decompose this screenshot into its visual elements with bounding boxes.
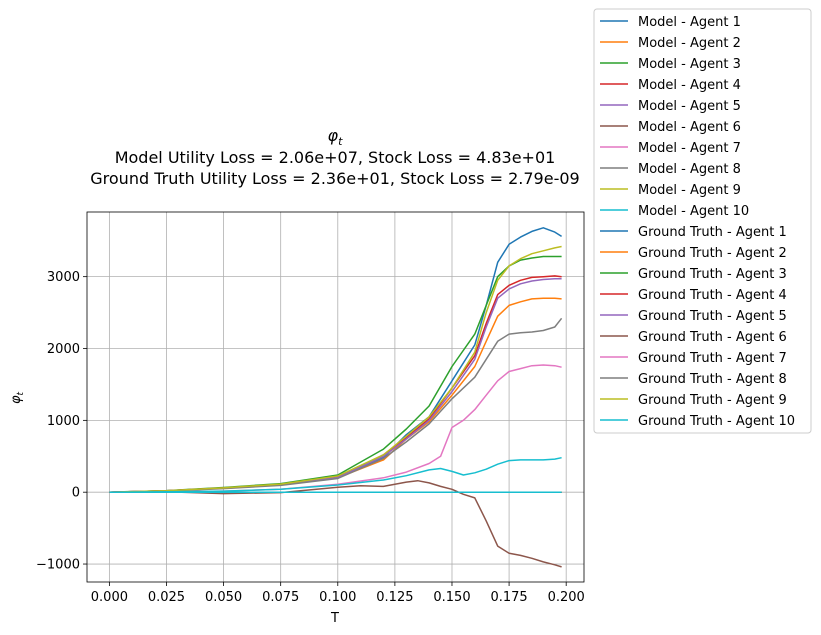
legend-entry: Model - Agent 6	[600, 120, 741, 135]
model-agent-6-line	[109, 479, 562, 568]
chart-subtitle-line-1: Model Utility Loss = 2.06e+07, Stock Los…	[115, 148, 556, 167]
series-lines	[109, 227, 563, 568]
legend-label: Ground Truth - Agent 2	[638, 246, 787, 261]
model-agent-7-line	[109, 364, 562, 493]
model-agent-2-line	[109, 297, 562, 493]
legend-label: Ground Truth - Agent 8	[638, 372, 787, 387]
legend-label: Ground Truth - Agent 5	[638, 309, 787, 324]
legend-entry: Model - Agent 1	[600, 15, 741, 30]
legend-entry: Model - Agent 9	[600, 183, 741, 198]
y-axis-label-main: φ	[9, 395, 24, 404]
axis-ticks: 0.000 0.025 0.050 0.075 0.100 0.125 0.150 0.175…	[36, 270, 585, 605]
legend-label: Model - Agent 9	[638, 183, 741, 198]
y-tick-label: 0	[72, 486, 80, 501]
x-tick-label: 0.000	[91, 590, 128, 605]
x-tick-label: 0.050	[205, 590, 242, 605]
chart-title-main: φ	[328, 126, 339, 145]
legend-label: Model - Agent 2	[638, 36, 741, 51]
legend-entry: Ground Truth - Agent 7	[600, 351, 787, 366]
legend-label: Model - Agent 10	[638, 204, 749, 219]
legend: Model - Agent 1 Model - Agent 2 Model - Ag…	[593, 8, 812, 434]
legend-label: Ground Truth - Agent 7	[638, 351, 787, 366]
x-tick-label: 0.175	[490, 590, 527, 605]
x-tick-label: 0.025	[148, 590, 185, 605]
legend-label: Model - Agent 1	[638, 15, 741, 30]
x-tick-label: 0.150	[433, 590, 470, 605]
legend-entry: Model - Agent 8	[600, 162, 741, 177]
legend-entry: Model - Agent 10	[600, 204, 749, 219]
chart-subtitle-line-2: Ground Truth Utility Loss = 2.36e+01, St…	[90, 169, 579, 188]
legend-label: Ground Truth - Agent 10	[638, 414, 795, 429]
model-agent-8-line	[109, 317, 563, 493]
legend-entry: Ground Truth - Agent 10	[600, 414, 795, 429]
legend-entry: Ground Truth - Agent 8	[600, 372, 787, 387]
plot-frame	[86, 211, 585, 583]
legend-box	[593, 8, 812, 434]
x-tick-label: 0.125	[376, 590, 413, 605]
legend-label: Model - Agent 4	[638, 78, 741, 93]
chart-title: φt	[328, 126, 344, 148]
legend-entry: Ground Truth - Agent 9	[600, 393, 787, 408]
model-agent-1-line	[109, 227, 563, 493]
model-agent-10-line	[109, 456, 562, 493]
x-tick-label: 0.100	[319, 590, 356, 605]
legend-entry: Ground Truth - Agent 3	[600, 267, 787, 282]
legend-label: Ground Truth - Agent 3	[638, 267, 787, 282]
chart-title-subscript: t	[338, 135, 343, 148]
x-axis-label: T	[330, 611, 339, 626]
legend-entry: Model - Agent 7	[600, 141, 741, 156]
y-tick-label: 1000	[47, 414, 80, 429]
y-tick-label: 2000	[47, 342, 80, 357]
grid	[87, 212, 584, 582]
legend-entry: Model - Agent 2	[600, 36, 741, 51]
legend-entry: Model - Agent 5	[600, 99, 741, 114]
legend-entry: Model - Agent 3	[600, 57, 741, 72]
legend-label: Model - Agent 3	[638, 57, 741, 72]
x-tick-label: 0.075	[262, 590, 299, 605]
legend-entry: Ground Truth - Agent 6	[600, 330, 787, 345]
legend-label: Model - Agent 8	[638, 162, 741, 177]
legend-label: Ground Truth - Agent 1	[638, 225, 787, 240]
model-agent-9-line	[109, 245, 562, 493]
legend-label: Model - Agent 7	[638, 141, 741, 156]
y-axis-label: φt	[9, 391, 26, 404]
legend-label: Ground Truth - Agent 6	[638, 330, 787, 345]
y-tick-label: −1000	[36, 558, 80, 573]
y-tick-label: 3000	[47, 270, 80, 285]
legend-entry: Ground Truth - Agent 2	[600, 246, 787, 261]
legend-entry: Ground Truth - Agent 1	[600, 225, 787, 240]
x-tick-label: 0.200	[548, 590, 585, 605]
legend-label: Model - Agent 6	[638, 120, 741, 135]
legend-entry: Ground Truth - Agent 5	[600, 309, 787, 324]
legend-label: Ground Truth - Agent 4	[638, 288, 787, 303]
legend-label: Model - Agent 5	[638, 99, 741, 114]
legend-label: Ground Truth - Agent 9	[638, 393, 787, 408]
legend-entry: Ground Truth - Agent 4	[600, 288, 787, 303]
legend-entry: Model - Agent 4	[600, 78, 741, 93]
y-axis-label-subscript: t	[16, 391, 26, 395]
